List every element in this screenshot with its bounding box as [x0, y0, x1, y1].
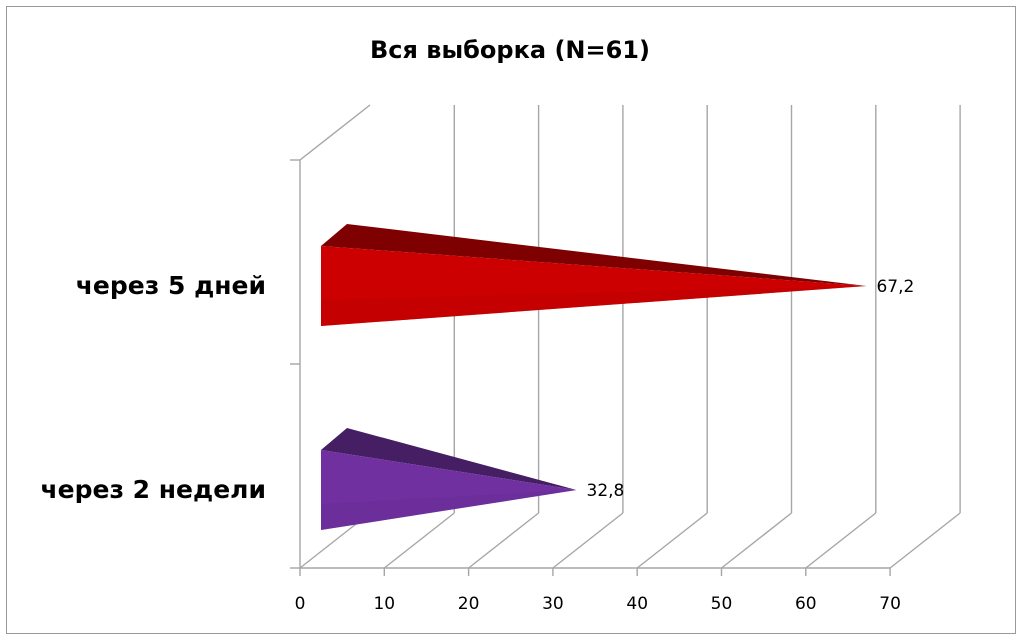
chart-frame [6, 6, 1016, 634]
x-tick-label: 50 [711, 594, 733, 614]
bar-top-face [321, 224, 867, 286]
floor-gridline [552, 512, 624, 569]
category-label: через 5 дней [76, 271, 266, 300]
x-tick-label: 40 [626, 594, 648, 614]
bar-shade [321, 286, 867, 326]
bar-top-face [321, 428, 577, 490]
x-tick-label: 60 [795, 594, 817, 614]
floor-gridline [383, 512, 455, 569]
x-tick-label: 10 [373, 594, 395, 614]
x-tick-label: 70 [879, 594, 901, 614]
chart-title: Вся выборка (N=61) [370, 36, 650, 64]
floor-gridline [805, 512, 877, 569]
x-tick-label: 20 [458, 594, 480, 614]
floor-gridline [636, 512, 708, 569]
floor-gridline [889, 512, 961, 569]
x-axis-ticks: 0 10 20 30 40 50 60 70 [295, 594, 901, 614]
data-label: 32,8 [587, 481, 625, 501]
bar-shade [321, 490, 577, 530]
x-tick-label: 30 [542, 594, 564, 614]
floor-gridline [721, 512, 792, 569]
category-labels: через 5 дней через 2 недели [40, 271, 266, 504]
bars: 67,2 32,8 [321, 224, 914, 530]
chart-walls [290, 104, 891, 569]
category-label: через 2 недели [40, 475, 266, 504]
data-label: 67,2 [876, 277, 914, 297]
floor-gridline [468, 512, 540, 569]
x-tick-label: 0 [295, 594, 306, 614]
